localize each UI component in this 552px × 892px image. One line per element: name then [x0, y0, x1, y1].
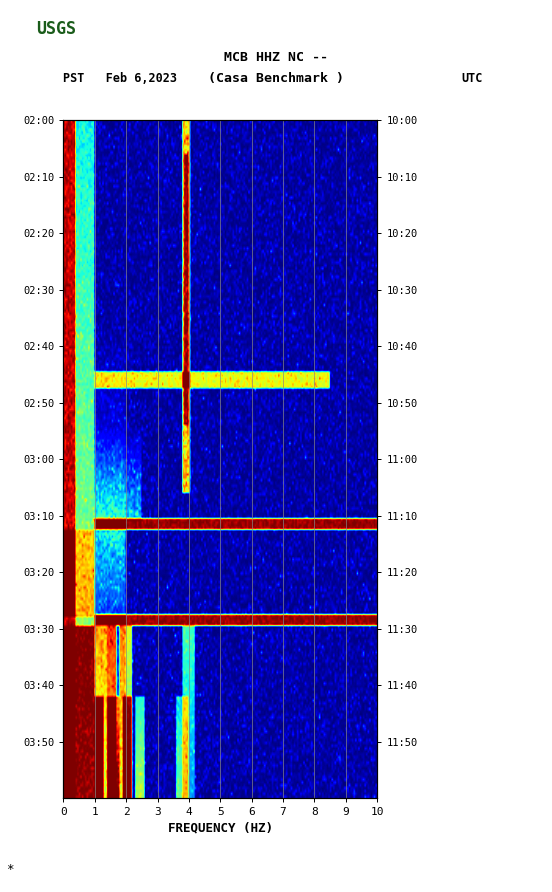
Text: MCB HHZ NC --: MCB HHZ NC -- [224, 52, 328, 64]
Text: USGS: USGS [36, 20, 76, 37]
Polygon shape [7, 12, 71, 45]
X-axis label: FREQUENCY (HZ): FREQUENCY (HZ) [168, 822, 273, 835]
Text: UTC: UTC [461, 72, 483, 85]
Text: *: * [6, 863, 13, 876]
Text: PST   Feb 6,2023: PST Feb 6,2023 [63, 72, 178, 85]
Text: (Casa Benchmark ): (Casa Benchmark ) [208, 72, 344, 85]
